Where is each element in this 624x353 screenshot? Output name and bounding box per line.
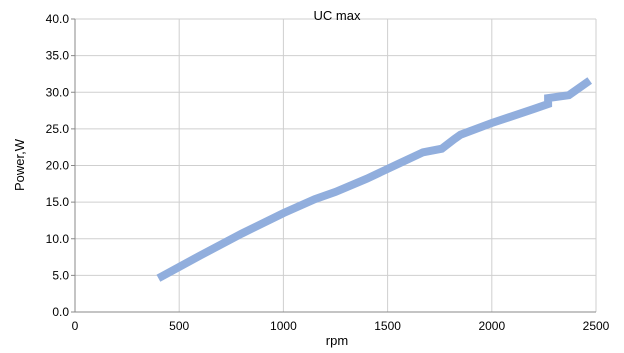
y-tick-label: 30.0 xyxy=(46,85,70,99)
series-line xyxy=(156,77,593,282)
axes xyxy=(71,18,596,313)
y-tick-label: 0.0 xyxy=(52,305,69,319)
y-tick-label: 10.0 xyxy=(46,232,70,246)
x-axis-label: rpm xyxy=(326,333,348,348)
grid xyxy=(75,18,597,312)
x-tick-label: 0 xyxy=(72,319,79,333)
tick-labels: 0.0 5.0 10.0 15.0 20.0 25.0 30.0 35.0 40.0 0 500 10… xyxy=(46,12,610,333)
x-tick-label: 1500 xyxy=(374,319,401,333)
x-tick-label: 500 xyxy=(169,319,189,333)
y-tick-label: 15.0 xyxy=(46,195,70,209)
chart-title: UC max xyxy=(314,8,361,23)
y-tick-label: 35.0 xyxy=(46,49,70,63)
y-tick-label: 20.0 xyxy=(46,159,70,173)
y-tick-label: 40.0 xyxy=(46,12,70,26)
y-tick-label: 5.0 xyxy=(52,268,69,282)
x-tick-label: 1000 xyxy=(270,319,297,333)
x-tick-label: 2500 xyxy=(583,319,610,333)
y-axis-label: Power,W xyxy=(12,138,27,191)
series-layer xyxy=(156,77,593,282)
x-tick-label: 2000 xyxy=(478,319,505,333)
y-tick-label: 25.0 xyxy=(46,122,70,136)
